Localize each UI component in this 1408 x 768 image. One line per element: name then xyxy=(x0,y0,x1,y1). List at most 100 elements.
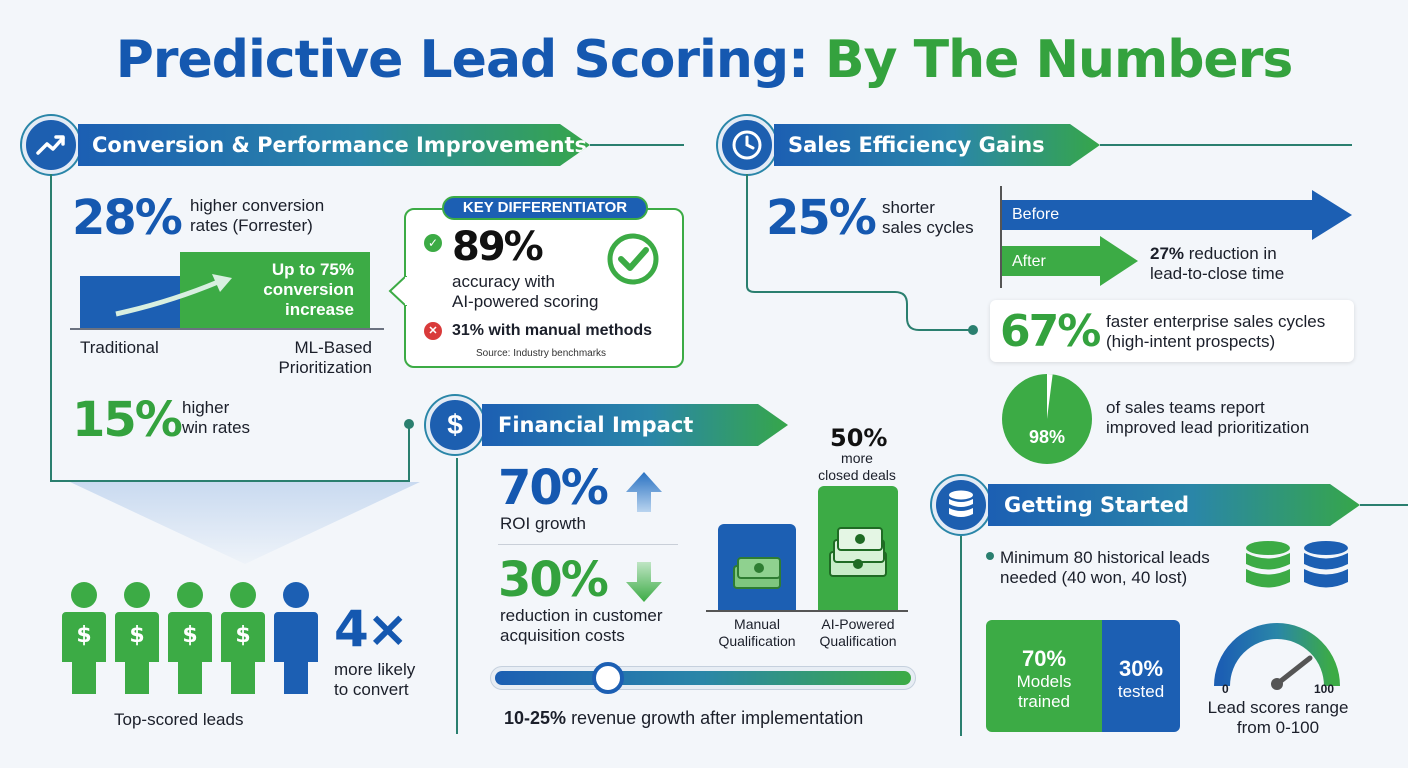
ai-bar xyxy=(818,486,898,610)
gauge-text1: Lead scores range xyxy=(1207,698,1349,717)
gauge-max: 100 xyxy=(1314,682,1335,696)
test-value: 30% xyxy=(1118,656,1164,681)
leads-text2: to convert xyxy=(334,680,409,699)
cac-text1: reduction in customer xyxy=(500,606,663,625)
arrow-down-icon xyxy=(626,562,662,602)
slider-bold: 10-25% xyxy=(504,708,567,728)
deals-text1: more xyxy=(841,450,873,466)
deals-value: 50% xyxy=(830,424,888,452)
title-part2: By The Numbers xyxy=(824,30,1293,90)
database-stack-icon xyxy=(1246,541,1348,588)
stat-28: 28% xyxy=(72,190,183,246)
growth-arrow-icon xyxy=(115,274,232,317)
title-part1: Predictive Lead Scoring: xyxy=(115,30,809,90)
stat-67-text2: (high-intent prospects) xyxy=(1106,332,1276,351)
stat-28-text1: higher conversion xyxy=(190,196,325,215)
before-label: Before xyxy=(1012,206,1060,223)
pie-text1: of sales teams report xyxy=(1106,398,1265,417)
train-text2: trained xyxy=(1018,692,1070,711)
label-ml2: Prioritization xyxy=(278,358,372,377)
key-label: KEY DIFFERENTIATOR xyxy=(442,196,648,220)
ml-bar-line2: conversion xyxy=(263,280,354,299)
manual-label2: Qualification xyxy=(718,633,796,649)
efficiency-header: Sales Efficiency Gains xyxy=(774,124,1100,166)
gauge-text2: from 0-100 xyxy=(1236,718,1320,737)
svg-text:$: $ xyxy=(182,623,197,648)
bullet-line2: needed (40 won, 40 lost) xyxy=(1000,568,1188,587)
pie-chart: 98% xyxy=(1002,374,1092,464)
cash-icon xyxy=(733,557,781,589)
slider-handle xyxy=(592,662,624,694)
cac-text2: acquisition costs xyxy=(500,626,625,645)
funnel-shape xyxy=(70,482,420,564)
after-label: After xyxy=(1012,253,1046,270)
deals-text2: closed deals xyxy=(818,467,896,483)
key-text2: AI-powered scoring xyxy=(452,292,599,311)
clock-icon xyxy=(718,116,776,174)
train-text1: Models xyxy=(1016,672,1072,691)
ml-bar: Up to 75% conversion increase xyxy=(180,252,370,328)
stat-67: 67% xyxy=(1000,306,1101,357)
check-small-icon: ✓ xyxy=(424,234,442,252)
financial-header-label: Financial Impact xyxy=(498,413,694,437)
test-text: tested xyxy=(1117,682,1165,701)
page-title: Predictive Lead Scoring: By The Numbers xyxy=(0,30,1408,90)
train-value: 70% xyxy=(1021,646,1067,671)
x-small-icon: ✕ xyxy=(424,322,442,340)
bullet-line1: Minimum 80 historical leads xyxy=(1000,548,1210,567)
financial-header: Financial Impact xyxy=(482,404,788,446)
gauge-min: 0 xyxy=(1222,682,1229,696)
bullet-dot xyxy=(986,552,994,560)
arrow-up-icon xyxy=(626,472,662,512)
check-circle-icon xyxy=(607,233,659,285)
stat-67-text1: faster enterprise sales cycles xyxy=(1106,312,1326,331)
leads-caption: Top-scored leads xyxy=(114,710,244,729)
started-header: Getting Started xyxy=(988,484,1360,526)
roi-text: ROI growth xyxy=(500,514,586,533)
people-row: $ $ $ $ xyxy=(60,580,320,701)
manual-label1: Manual xyxy=(734,616,780,632)
leads-value: 4× xyxy=(334,600,409,658)
train-block: 70% Models trained xyxy=(986,620,1102,732)
key-manual: 31% with manual methods xyxy=(452,322,653,339)
cash-stack-icon xyxy=(829,527,887,577)
slider-rest: revenue growth after implementation xyxy=(571,708,864,728)
gauge xyxy=(1214,623,1340,690)
stat-25-text2: sales cycles xyxy=(882,218,974,237)
started-header-label: Getting Started xyxy=(1004,493,1190,517)
key-source: Source: Industry benchmarks xyxy=(476,348,607,359)
test-block: 30% tested xyxy=(1102,620,1180,732)
dollar-icon: $ xyxy=(426,396,484,454)
database-icon xyxy=(932,476,990,534)
svg-text:$: $ xyxy=(76,623,91,648)
stat-15-text2: win rates xyxy=(182,418,251,437)
conversion-header-label: Conversion & Performance Improvements xyxy=(92,133,588,157)
manual-bar xyxy=(718,524,796,610)
roi-value: 70% xyxy=(498,460,609,516)
cac-value: 30% xyxy=(498,552,609,608)
label-traditional: Traditional xyxy=(80,338,159,357)
stat-67-card xyxy=(990,300,1354,362)
svg-text:$: $ xyxy=(129,623,144,648)
revenue-slider xyxy=(490,666,916,690)
reduction-rest: reduction in xyxy=(1188,244,1277,263)
key-value: 89% xyxy=(452,224,544,270)
ai-label1: AI-Powered xyxy=(821,616,895,632)
stat-25: 25% xyxy=(766,190,877,246)
pie-text2: improved lead prioritization xyxy=(1106,418,1310,437)
key-text1: accuracy with xyxy=(452,272,555,291)
stat-15: 15% xyxy=(72,392,183,448)
trend-up-icon xyxy=(22,116,80,174)
stat-28-text2: rates (Forrester) xyxy=(190,216,313,235)
svg-text:$: $ xyxy=(235,623,250,648)
reduction-line2: lead-to-close time xyxy=(1150,264,1285,283)
reduction-bold: 27% xyxy=(1150,244,1185,263)
conversion-header: Conversion & Performance Improvements xyxy=(78,124,590,166)
leads-text1: more likely xyxy=(334,660,416,679)
ml-bar-line1: Up to 75% xyxy=(271,260,354,279)
stat-25-text1: shorter xyxy=(882,198,935,217)
ai-label2: Qualification xyxy=(819,633,897,649)
stat-15-text1: higher xyxy=(182,398,230,417)
efficiency-header-label: Sales Efficiency Gains xyxy=(788,133,1045,157)
ml-bar-line3: increase xyxy=(285,300,354,319)
